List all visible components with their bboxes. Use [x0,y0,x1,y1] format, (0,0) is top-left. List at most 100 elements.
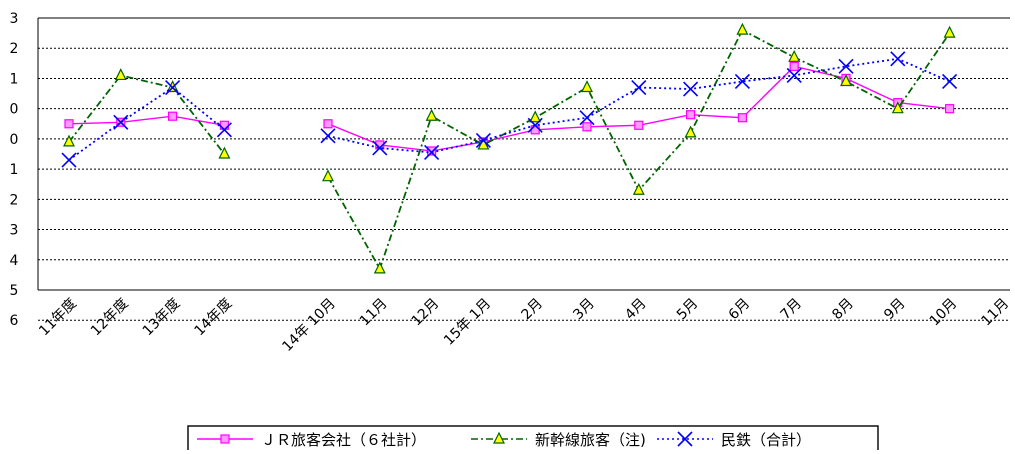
data-point [944,104,955,114]
marker-stroke [113,114,129,130]
data-point [684,125,697,138]
y-tick-label: 0 [10,132,19,148]
data-point [424,144,440,161]
marker-stroke [838,58,854,74]
data-point [218,146,231,159]
data-point [631,79,647,96]
x-tick-label: 9月 [881,296,909,324]
data-point [322,169,334,182]
x-tick-label: 8月 [829,296,857,324]
x-tick-label: 7月 [778,296,806,324]
data-point [372,140,388,156]
y-tick-label: 6 [10,313,19,329]
x-tick-label: 13年度 [140,296,184,340]
marker-stroke [61,152,77,168]
marker-stroke [579,110,595,126]
legend: ＪＲ旅客会社（６社計） 新幹線旅客（注) 民鉄（合計） [187,425,879,453]
data-point [216,122,232,138]
y-tick-label: 2 [10,41,19,57]
data-point [61,152,77,168]
data-point [63,134,75,147]
data-point [943,25,956,38]
marker-stroke [475,132,491,148]
y-tick-label: 1 [10,162,19,178]
marker-stroke [372,140,388,156]
data-point [838,58,854,74]
data-point [840,74,852,87]
x-tick-label: 11月 [978,296,1012,330]
data-point [165,79,181,96]
legend-marker [677,431,693,447]
y-axis: 3 2 1 0 0 1 2 3 4 5 6 [10,11,39,329]
series-line [68,115,225,126]
legend-label: 民鉄（合計） [721,431,811,449]
x-tick-label: 6月 [726,296,754,324]
x-tick-label: 5月 [674,296,702,324]
data-point [685,110,696,120]
data-point [683,81,699,97]
data-point [425,108,438,121]
marker-stroke [677,431,693,447]
x-tick-label: 3月 [570,296,598,324]
data-point [734,73,750,90]
grid-lines [38,17,1010,321]
legend-label: 新幹線旅客（注) [535,431,646,449]
data-point [579,110,595,126]
data-point [736,22,749,35]
y-tick-label: 4 [10,253,19,269]
marker-stroke [216,122,232,138]
data-point [890,51,906,67]
y-tick-label: 3 [10,223,19,239]
y-tick-label: 2 [10,192,19,208]
legend-label: ＪＲ旅客会社（６社計） [261,431,426,449]
marker-stroke [683,81,699,97]
legend-marker [493,431,505,444]
y-tick-label: 5 [10,283,19,299]
marker-stroke [734,73,750,90]
marker-stroke [424,144,440,161]
data-point [942,73,958,90]
data-point [737,113,748,123]
data-point [527,117,543,133]
marker-stroke [786,67,802,83]
series-3 [61,51,958,168]
data-point [427,146,437,156]
series-line [68,86,225,161]
x-tick-label: 12年度 [88,296,132,340]
data-point [632,182,645,195]
data-point [323,119,333,129]
series-group [61,22,958,274]
data-point [634,120,644,130]
marker-stroke [165,79,181,96]
y-tick-label: 3 [10,11,19,27]
data-point [786,67,802,83]
data-point [320,128,336,144]
series-line [68,74,226,155]
legend-marker [220,434,230,444]
data-point [582,122,592,132]
x-tick-label: 14年 10月 [279,296,338,355]
marker-stroke [320,128,336,144]
marker-stroke [942,73,958,90]
marker-stroke [631,79,647,96]
data-point [788,49,801,62]
marker-stroke [527,117,543,133]
x-tick-label: 11月 [357,296,391,330]
data-point [113,114,129,130]
data-point [168,111,178,121]
data-point [529,110,542,123]
x-tick-label: 11年度 [36,296,80,340]
x-tick-label: 14年度 [192,296,236,340]
x-tick-label: 4月 [622,296,650,324]
data-point [114,68,127,81]
x-tick-label: 2月 [519,296,547,324]
x-tick-label: 12月 [409,296,443,330]
marker-stroke [890,51,906,67]
data-point [475,132,491,148]
y-tick-label: 0 [10,102,19,118]
x-tick-label: 15年 1月 [441,296,494,349]
data-point [373,261,386,274]
